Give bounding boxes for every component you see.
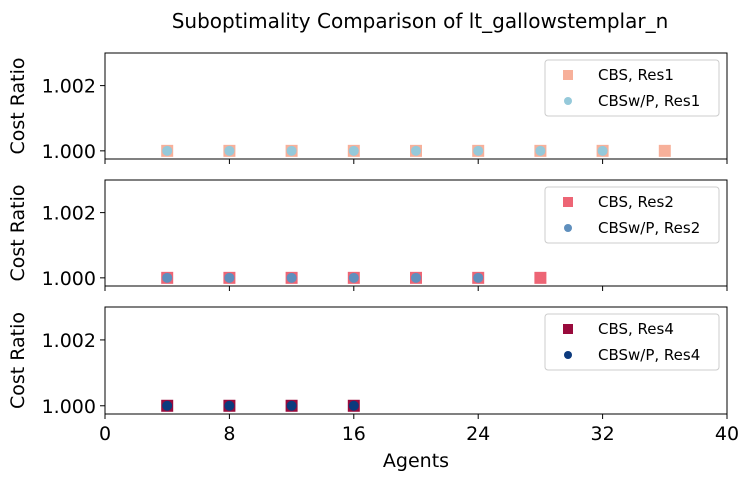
series-2-markers bbox=[162, 400, 359, 411]
legend: CBS, Res2 CBSw/P, Res2 bbox=[544, 186, 720, 244]
x-tick-label: 8 bbox=[223, 423, 235, 445]
legend: CBS, Res4 CBSw/P, Res4 bbox=[544, 313, 720, 371]
axes-frame bbox=[104, 179, 728, 287]
legend-marker-square bbox=[563, 197, 573, 207]
marker-circle bbox=[411, 272, 421, 283]
marker-circle bbox=[473, 272, 484, 283]
x-axis-label: Agents bbox=[383, 450, 449, 472]
marker-circle bbox=[162, 272, 173, 283]
marker-square bbox=[658, 144, 671, 157]
y-tick-label: 1.000 bbox=[42, 141, 96, 163]
marker-circle bbox=[473, 145, 484, 156]
marker-square bbox=[534, 271, 547, 284]
legend-label: CBSw/P, Res1 bbox=[598, 92, 700, 110]
legend-label: CBSw/P, Res2 bbox=[598, 219, 700, 237]
legend-label: CBSw/P, Res4 bbox=[598, 346, 700, 364]
y-tick-label: 1.002 bbox=[42, 76, 96, 98]
legend-marker-circle bbox=[564, 97, 572, 105]
legend-label: CBS, Res1 bbox=[598, 66, 674, 84]
marker-circle bbox=[348, 400, 359, 411]
legend-marker-circle bbox=[564, 351, 572, 359]
marker-circle bbox=[162, 400, 173, 411]
y-axis-label: Cost Ratio bbox=[7, 184, 29, 281]
legend-marker-square bbox=[563, 324, 573, 334]
series-2-markers bbox=[162, 272, 484, 283]
marker-circle bbox=[411, 145, 421, 156]
marker-circle bbox=[224, 400, 235, 411]
legend-label: CBS, Res4 bbox=[598, 320, 674, 338]
x-tick-label: 32 bbox=[591, 423, 615, 445]
marker-circle bbox=[286, 272, 297, 283]
legend-box bbox=[544, 313, 720, 371]
marker-circle bbox=[224, 145, 235, 156]
marker-circle bbox=[224, 272, 235, 283]
marker-circle bbox=[597, 145, 608, 156]
x-tick-label: 24 bbox=[466, 423, 490, 445]
marker-circle bbox=[348, 272, 359, 283]
y-axis-label: Cost Ratio bbox=[7, 57, 29, 154]
marker-circle bbox=[348, 145, 359, 156]
y-axis-label: Cost Ratio bbox=[7, 312, 29, 409]
x-tick-label: 40 bbox=[715, 423, 739, 445]
subplot-1: 1.000 1.002 Cost Ratio CBS, Res1 CBSw/P, Res… bbox=[7, 52, 728, 164]
legend-marker-circle bbox=[564, 224, 572, 232]
panels: 1.000 1.002 Cost Ratio CBS, Res1 CBSw/P, Res… bbox=[7, 52, 739, 445]
y-tick-label: 1.002 bbox=[42, 330, 96, 352]
marker-circle bbox=[162, 145, 173, 156]
marker-circle bbox=[286, 145, 297, 156]
y-tick-label: 1.000 bbox=[42, 396, 96, 418]
y-tick-label: 1.000 bbox=[42, 268, 96, 290]
legend-label: CBS, Res2 bbox=[598, 193, 674, 211]
x-tick-label: 0 bbox=[99, 423, 111, 445]
legend: CBS, Res1 CBSw/P, Res1 bbox=[544, 59, 720, 117]
x-tick-label: 16 bbox=[342, 423, 366, 445]
axes-frame bbox=[104, 52, 728, 160]
chart-title: Suboptimality Comparison of lt_gallowste… bbox=[172, 9, 669, 33]
marker-circle bbox=[286, 400, 297, 411]
axes-frame bbox=[104, 306, 728, 415]
y-tick-label: 1.002 bbox=[42, 203, 96, 225]
legend-box bbox=[544, 186, 720, 244]
series-2-markers bbox=[162, 145, 608, 156]
subplot-2: 1.000 1.002 Cost Ratio CBS, Res2 CBSw/P, Res… bbox=[7, 179, 728, 291]
legend-marker-square bbox=[563, 70, 573, 80]
series-1-markers bbox=[161, 399, 360, 412]
marker-circle bbox=[535, 145, 546, 156]
legend-box bbox=[544, 59, 720, 117]
